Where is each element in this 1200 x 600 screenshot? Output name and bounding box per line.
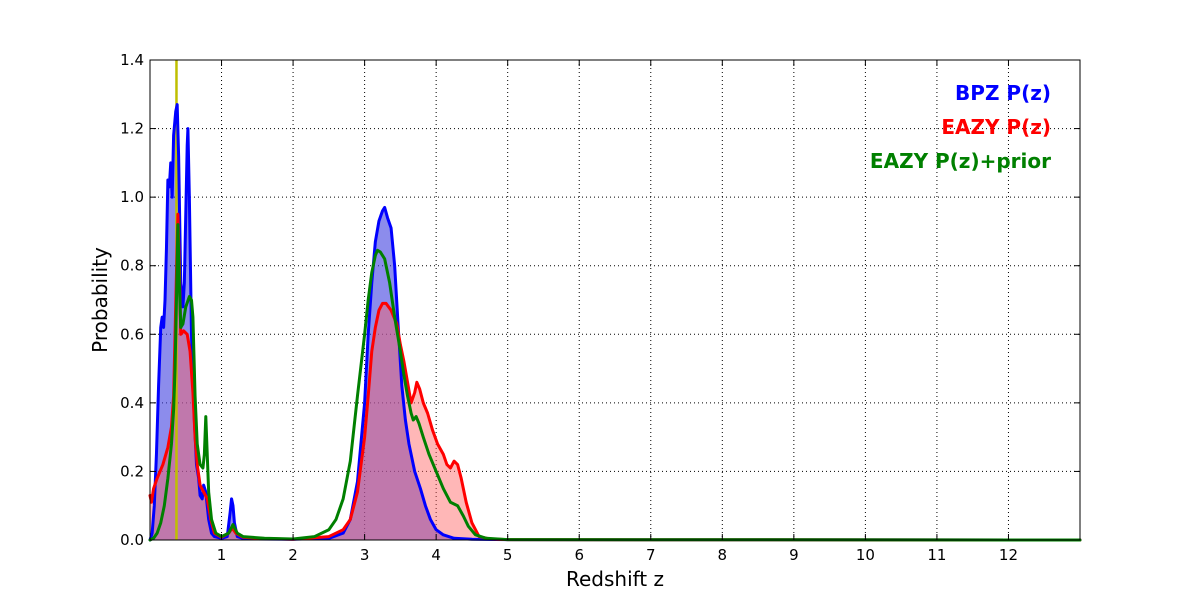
legend-entry-0: BPZ P(z) xyxy=(955,81,1051,105)
y-tick-label: 0.2 xyxy=(120,462,144,480)
legend: BPZ P(z) EAZY P(z) EAZY P(z)+prior xyxy=(870,81,1051,173)
y-tick-label: 1.2 xyxy=(120,120,144,138)
x-tick-label: 3 xyxy=(360,546,370,564)
y-tick-label: 0.0 xyxy=(120,531,144,549)
y-tick-label: 1.4 xyxy=(120,51,144,69)
x-tick-label: 1 xyxy=(217,546,227,564)
y-tick-label: 0.8 xyxy=(120,257,144,275)
x-tick-label: 4 xyxy=(431,546,441,564)
x-axis-label: Redshift z xyxy=(566,567,664,591)
x-tick-label: 6 xyxy=(574,546,584,564)
x-tick-label: 10 xyxy=(856,546,875,564)
x-tick-label: 12 xyxy=(999,546,1018,564)
x-tick-label: 8 xyxy=(718,546,728,564)
grid-layer xyxy=(150,59,1081,541)
x-tick-label: 11 xyxy=(927,546,946,564)
legend-entry-2: EAZY P(z)+prior xyxy=(870,149,1051,173)
y-axis-label: Probability xyxy=(88,247,112,353)
y-tick-label: 0.6 xyxy=(120,325,144,343)
legend-entry-1: EAZY P(z) xyxy=(941,115,1051,139)
y-tick-label: 0.4 xyxy=(120,394,144,412)
x-tick-label: 5 xyxy=(503,546,513,564)
x-tick-label: 2 xyxy=(288,546,298,564)
tick-layer: 1 2 3 4 5 6 7 8 9 10 11 120.00.20.40.60.81.01.21.4 xyxy=(120,51,1080,564)
plot-frame xyxy=(149,59,1081,541)
x-tick-label: 9 xyxy=(789,546,799,564)
x-tick-label: 7 xyxy=(646,546,656,564)
y-tick-label: 1.0 xyxy=(120,188,144,206)
series-fill-1 xyxy=(150,214,1080,541)
